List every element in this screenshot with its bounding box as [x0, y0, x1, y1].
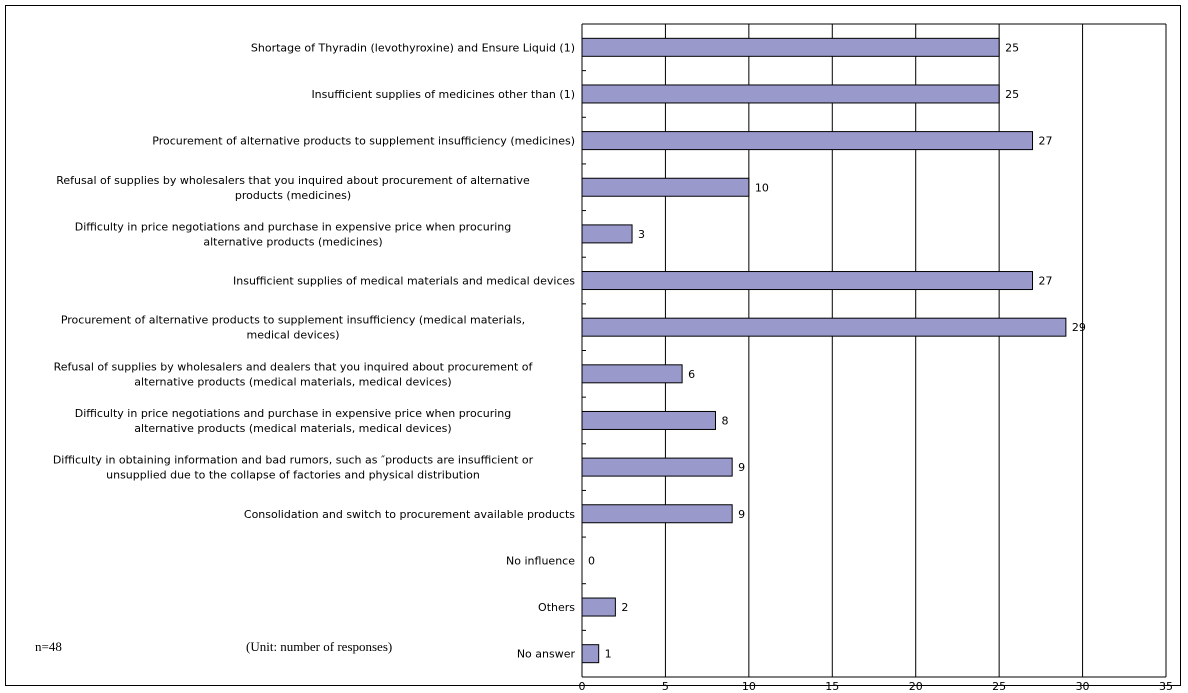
bar — [581, 644, 600, 664]
data-label: 25 — [1005, 88, 1019, 101]
bar — [581, 177, 750, 197]
sample-size-note: n=48 — [35, 639, 62, 654]
bar — [581, 504, 733, 524]
category-label: Shortage of Thyradin (levothyroxine) and… — [251, 41, 575, 54]
category-label: Refusal of supplies by wholesalers that … — [56, 174, 530, 202]
bar — [581, 364, 683, 384]
bar — [581, 457, 733, 477]
bar — [581, 37, 1000, 57]
bar — [581, 131, 1034, 151]
data-label: 27 — [1039, 135, 1053, 148]
x-tick-label: 30 — [1076, 680, 1090, 693]
category-label: Difficulty in obtaining information and … — [53, 454, 534, 482]
category-label: Procurement of alternative products to s… — [61, 314, 525, 342]
x-tick-label: 25 — [992, 680, 1006, 693]
data-label: 0 — [588, 554, 595, 567]
bar — [581, 410, 716, 430]
category-label: Refusal of supplies by wholesalers and d… — [54, 360, 534, 388]
category-label: Procurement of alternative products to s… — [152, 135, 575, 148]
data-label: 3 — [638, 228, 645, 241]
bar — [581, 271, 1034, 291]
bar — [581, 597, 616, 617]
data-label: 1 — [605, 648, 612, 661]
data-label: 2 — [621, 601, 628, 614]
data-label: 9 — [738, 461, 745, 474]
x-tick-label: 0 — [579, 680, 586, 693]
x-tick-label: 20 — [909, 680, 923, 693]
category-label: Insufficient supplies of medical materia… — [233, 275, 575, 288]
x-tick-label: 10 — [742, 680, 756, 693]
category-label: No answer — [517, 648, 576, 661]
data-label: 27 — [1039, 275, 1053, 288]
data-label: 9 — [738, 508, 745, 521]
category-label: Difficulty in price negotiations and pur… — [75, 220, 512, 248]
category-label: Consolidation and switch to procurement … — [244, 508, 575, 521]
data-label: 25 — [1005, 41, 1019, 54]
bar — [581, 224, 633, 244]
data-label: 10 — [755, 181, 769, 194]
x-tick-label: 15 — [825, 680, 839, 693]
data-label: 6 — [688, 368, 695, 381]
x-tick-label: 5 — [662, 680, 669, 693]
data-label: 8 — [721, 414, 728, 427]
category-label: Difficulty in price negotiations and pur… — [75, 407, 512, 435]
x-tick-label: 35 — [1159, 680, 1173, 693]
data-label: 29 — [1072, 321, 1086, 334]
bar — [581, 317, 1067, 337]
category-label: Others — [538, 601, 575, 614]
bar — [581, 84, 1000, 104]
unit-note: (Unit: number of responses) — [246, 639, 393, 654]
category-label: No influence — [506, 554, 575, 567]
category-label: Insufficient supplies of medicines other… — [311, 88, 575, 101]
